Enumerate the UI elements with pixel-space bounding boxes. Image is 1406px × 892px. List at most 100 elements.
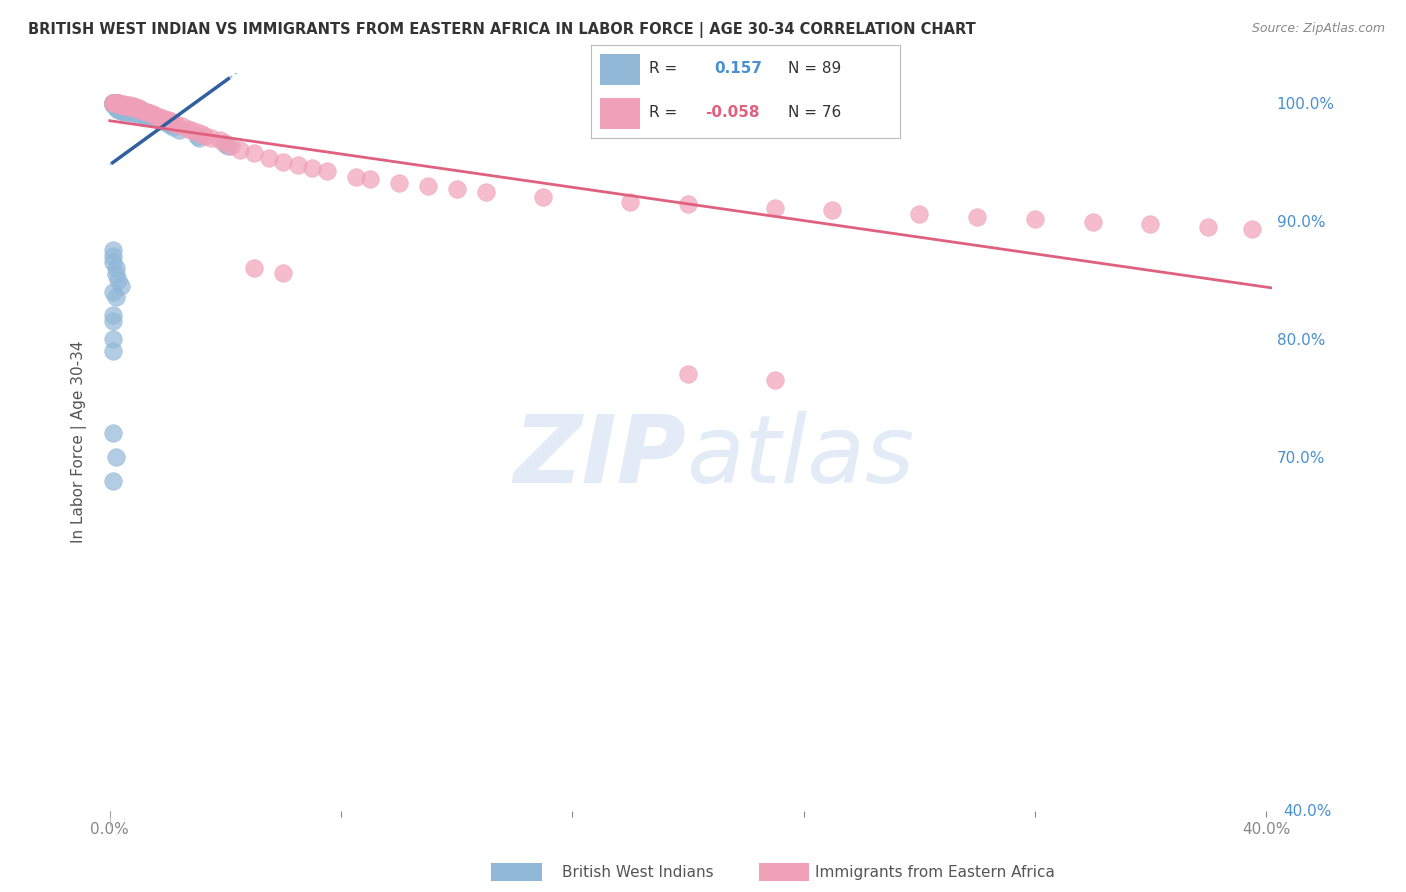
Point xyxy=(219,139,242,153)
Point xyxy=(229,143,252,157)
Point xyxy=(474,186,496,200)
Point xyxy=(101,95,124,110)
Point xyxy=(101,474,124,488)
Point xyxy=(110,96,132,111)
Point xyxy=(101,285,124,299)
Point xyxy=(148,113,170,128)
Point xyxy=(115,99,138,113)
Text: BRITISH WEST INDIAN VS IMMIGRANTS FROM EASTERN AFRICA IN LABOR FORCE | AGE 30-34: BRITISH WEST INDIAN VS IMMIGRANTS FROM E… xyxy=(28,22,976,38)
Point xyxy=(110,103,132,118)
Point xyxy=(104,99,127,113)
Point xyxy=(101,244,124,258)
Point xyxy=(446,182,468,196)
Point xyxy=(112,99,135,113)
Point xyxy=(200,131,222,145)
Point xyxy=(180,122,202,136)
Point xyxy=(112,100,135,114)
Point xyxy=(107,98,129,112)
Point xyxy=(101,249,124,263)
Point xyxy=(125,105,148,120)
Text: R =: R = xyxy=(650,105,678,120)
Point xyxy=(125,103,148,117)
Point xyxy=(188,131,211,145)
Point xyxy=(136,105,159,120)
Point xyxy=(107,95,129,110)
Point xyxy=(107,99,129,113)
Point xyxy=(101,96,124,111)
Text: R =: R = xyxy=(650,62,678,77)
Point xyxy=(104,95,127,110)
Point xyxy=(101,314,124,328)
Point xyxy=(115,98,138,112)
Point xyxy=(122,102,145,116)
Point xyxy=(104,95,127,110)
Point xyxy=(101,95,124,110)
Point xyxy=(177,121,200,136)
Point xyxy=(107,95,129,110)
Point xyxy=(101,343,124,358)
Point xyxy=(134,109,156,123)
Point xyxy=(194,128,217,143)
Point xyxy=(122,99,145,113)
Text: British West Indians: British West Indians xyxy=(562,865,714,880)
Point xyxy=(112,105,135,120)
Text: N = 89: N = 89 xyxy=(789,62,842,77)
FancyBboxPatch shape xyxy=(600,54,640,85)
Point xyxy=(165,117,187,131)
Point xyxy=(104,290,127,304)
Point xyxy=(122,106,145,120)
Point xyxy=(115,99,138,113)
Point xyxy=(110,102,132,116)
Point xyxy=(167,122,190,136)
Point xyxy=(271,266,294,280)
Point xyxy=(533,190,555,204)
Point xyxy=(131,105,153,120)
Point xyxy=(170,119,193,133)
Point xyxy=(112,98,135,112)
Point xyxy=(112,99,135,113)
Point xyxy=(104,96,127,111)
Point xyxy=(145,112,167,126)
Point xyxy=(125,102,148,116)
Point xyxy=(131,107,153,121)
Point xyxy=(115,105,138,120)
Text: Immigrants from Eastern Africa: Immigrants from Eastern Africa xyxy=(815,865,1056,880)
Point xyxy=(136,107,159,121)
Point xyxy=(101,95,124,110)
Point xyxy=(416,179,439,194)
Text: 0.157: 0.157 xyxy=(714,62,762,77)
Point xyxy=(344,169,367,184)
Point xyxy=(107,102,129,116)
Point xyxy=(125,100,148,114)
Point xyxy=(101,332,124,346)
Point xyxy=(115,103,138,117)
Point xyxy=(122,100,145,114)
Point xyxy=(101,426,124,441)
Point xyxy=(118,100,141,114)
Point xyxy=(110,99,132,113)
Point xyxy=(110,96,132,111)
Point xyxy=(122,103,145,118)
Point xyxy=(107,100,129,114)
Point xyxy=(301,161,323,175)
Point xyxy=(162,120,184,135)
Point xyxy=(101,95,124,110)
Point xyxy=(162,115,184,129)
Text: -0.058: -0.058 xyxy=(704,105,759,120)
Point xyxy=(271,154,294,169)
Text: ZIP: ZIP xyxy=(513,411,686,503)
Point xyxy=(118,105,141,120)
Point xyxy=(214,136,236,150)
Point xyxy=(676,368,699,382)
Point xyxy=(186,128,208,143)
Point xyxy=(107,96,129,111)
Point xyxy=(128,103,150,118)
Point xyxy=(101,308,124,322)
Point xyxy=(107,96,129,111)
Point xyxy=(104,95,127,110)
Point xyxy=(115,100,138,114)
Point xyxy=(101,255,124,269)
FancyBboxPatch shape xyxy=(600,98,640,129)
Point xyxy=(128,106,150,120)
Point xyxy=(128,102,150,116)
